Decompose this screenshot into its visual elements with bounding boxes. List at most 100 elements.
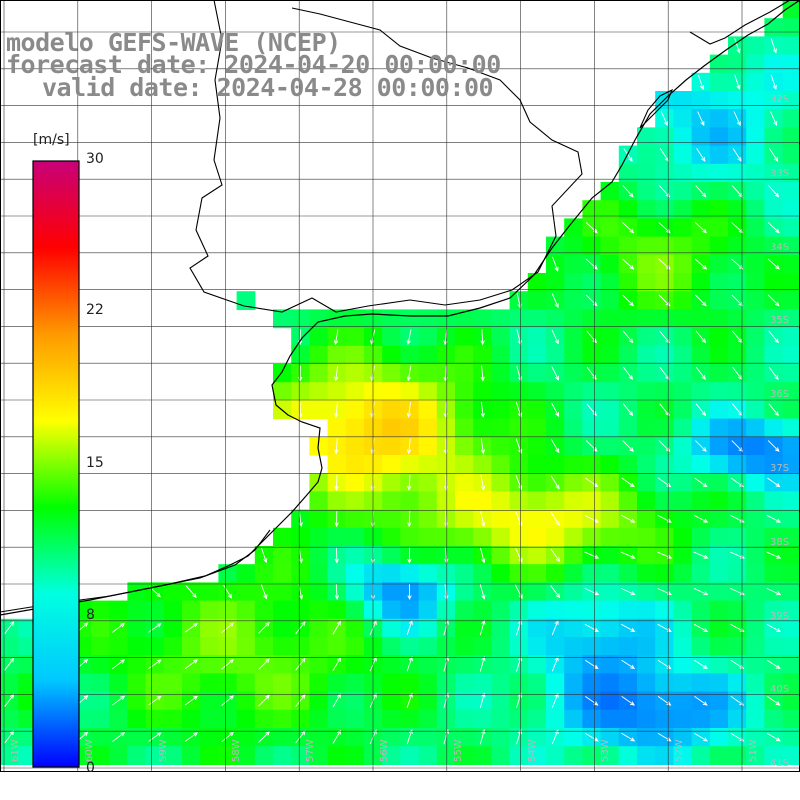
wind-cell: [746, 309, 765, 329]
wind-cell: [637, 291, 656, 310]
wind-cell: [345, 436, 365, 456]
latitude-label: 35S: [770, 315, 790, 327]
wind-arrow: [693, 623, 709, 632]
wind-arrow: [622, 294, 634, 307]
wind-cell: [782, 127, 800, 147]
wind-cell: [236, 673, 256, 693]
wind-arrow: [766, 732, 781, 742]
wind-cell: [728, 163, 747, 183]
wind-cell: [618, 418, 638, 438]
wind-arrow: [657, 551, 673, 559]
wind-cell: [291, 527, 310, 547]
wind-cell: [709, 582, 729, 602]
latitude-label: 34S: [770, 241, 790, 253]
wind-cell: [509, 418, 529, 438]
wind-cell: [691, 163, 711, 183]
wind-cell: [436, 382, 456, 401]
wind-cell: [746, 527, 765, 547]
wind-arrow: [516, 692, 522, 709]
wind-cell: [782, 400, 800, 420]
wind-cell: [236, 582, 256, 602]
wind-cell: [655, 637, 674, 656]
wind-cell: [200, 728, 219, 747]
wind-cell: [582, 345, 602, 365]
wind-cell: [400, 455, 420, 474]
border-uruguay: [189, 0, 583, 313]
wind-cell: [673, 728, 693, 747]
wind-cell: [127, 637, 147, 656]
wind-cell: [309, 691, 329, 711]
wind-cell: [709, 345, 729, 365]
wind-cell: [236, 691, 256, 711]
wind-cell: [782, 54, 800, 74]
wind-cell: [254, 564, 274, 583]
wind-cell: [200, 618, 219, 638]
wind-cell: [709, 182, 729, 201]
wind-cell: [491, 564, 511, 583]
wind-arrow: [184, 659, 199, 670]
wind-arrow: [407, 474, 412, 491]
wind-cell: [127, 673, 147, 693]
wind-cell: [782, 582, 800, 602]
wind-cell: [600, 327, 620, 347]
wind-cell: [527, 618, 547, 638]
wind-cell: [709, 127, 729, 147]
wind-cell: [455, 309, 474, 329]
wind-cell: [400, 746, 420, 765]
wind-cell: [400, 637, 420, 656]
wind-cell: [527, 509, 547, 529]
wind-cell: [382, 691, 401, 711]
wind-arrow: [584, 659, 599, 669]
wind-cell: [782, 36, 800, 56]
wind-cell: [691, 746, 711, 765]
wind-cell: [473, 746, 492, 765]
wind-cell: [455, 345, 474, 365]
wind-cell: [746, 709, 765, 729]
wind-cell: [655, 418, 674, 438]
wind-cell: [546, 345, 565, 365]
wind-cell: [200, 600, 219, 620]
wind-cell: [455, 637, 474, 656]
latitude-label: 32S: [770, 94, 790, 105]
wind-cell: [709, 54, 729, 74]
wind-cell: [218, 637, 238, 656]
wind-cell: [782, 218, 800, 238]
wind-arrow: [479, 584, 486, 600]
wind-cell: [0, 709, 19, 729]
wind-arrow: [660, 111, 668, 127]
wind-cell: [637, 236, 656, 256]
wind-cell: [473, 382, 492, 401]
wind-arrow: [480, 474, 486, 491]
wind-cell: [782, 72, 800, 92]
wind-cell: [746, 327, 765, 347]
wind-cell: [273, 709, 292, 729]
wind-cell: [600, 600, 620, 620]
wind-cell: [418, 655, 438, 674]
wind-cell: [582, 491, 602, 511]
wind-cell: [618, 673, 638, 693]
wind-cell: [382, 364, 401, 383]
wind-arrow: [622, 330, 634, 344]
wind-cell: [582, 418, 602, 438]
wind-cell: [254, 600, 274, 620]
wind-cell: [746, 582, 765, 602]
wind-arrow: [112, 659, 126, 670]
wind-arrow: [552, 256, 559, 272]
wind-cell: [600, 382, 620, 401]
wind-cell: [327, 345, 347, 365]
wind-cell: [491, 400, 511, 420]
wind-cell: [782, 709, 800, 729]
wind-cell: [600, 473, 620, 492]
wind-cell: [327, 564, 347, 583]
wind-cell: [782, 364, 800, 383]
wind-arrow: [766, 514, 782, 523]
wind-cell: [527, 382, 547, 401]
wind-arrow: [767, 222, 780, 234]
wind-cell: [18, 709, 37, 729]
wind-cell: [582, 236, 602, 256]
wind-cell: [673, 637, 693, 656]
wind-arrow: [406, 365, 412, 382]
wind-cell: [746, 72, 765, 92]
wind-cell: [764, 127, 784, 147]
wind-cell: [600, 236, 620, 256]
